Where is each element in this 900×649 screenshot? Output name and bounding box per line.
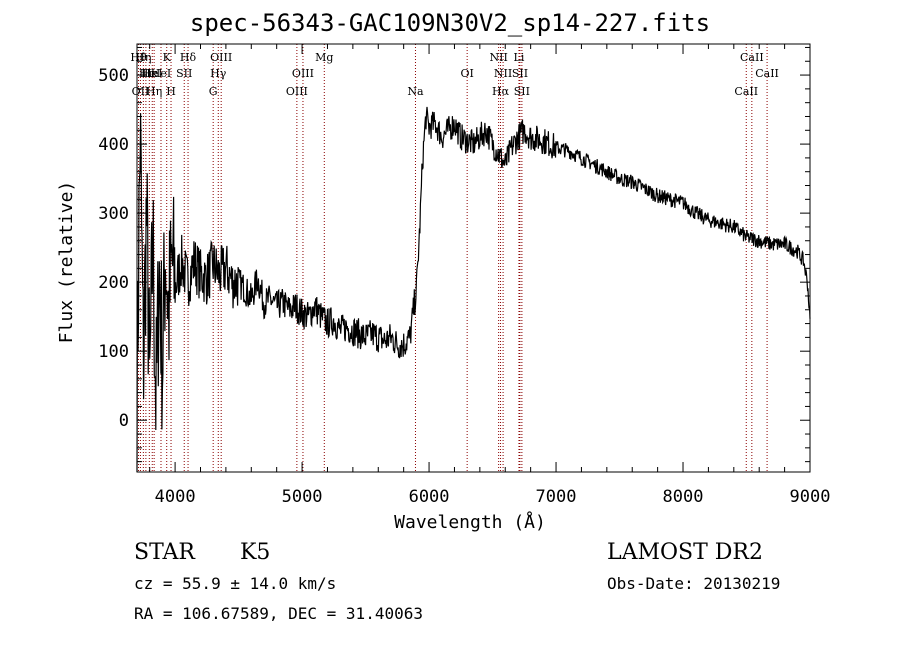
line-marker-label: OIII <box>286 85 308 98</box>
line-marker-label: HeI <box>142 67 162 80</box>
survey-label: LAMOST DR2 <box>607 540 763 565</box>
line-marker-label: Hκ <box>141 67 158 80</box>
x-axis-label: Wavelength (Å) <box>394 511 546 533</box>
object-subclass: K5 <box>240 540 271 565</box>
redshift-text: cz = 55.9 ± 14.0 km/s <box>134 574 337 593</box>
line-marker-label: CaII <box>755 67 779 80</box>
x-tick-label: 6000 <box>409 487 450 507</box>
spectrum-line <box>136 106 811 473</box>
line-marker-label: Na <box>407 85 424 98</box>
chart-title: spec-56343-GAC109N30V2_sp14-227.fits <box>189 9 711 37</box>
line-marker-label: CaII <box>740 51 764 64</box>
line-marker-label: Hη <box>135 51 151 64</box>
line-marker-label: SII <box>176 67 192 80</box>
line-marker-label: Mg <box>315 51 333 64</box>
y-axis-label: Flux (relative) <box>56 181 77 344</box>
y-tick-label: 500 <box>98 66 129 86</box>
line-marker-labels: HθOIIHηHιHκHeIHηHeIKHSIIHδGHγOIIIOIIIOII… <box>130 51 779 98</box>
line-marker-label: G <box>209 85 218 98</box>
x-tick-label: 9000 <box>790 487 831 507</box>
line-marker-label: SII <box>512 67 528 80</box>
x-tick-label: 4000 <box>155 487 196 507</box>
line-marker-label: Hγ <box>210 67 227 80</box>
line-marker-label: CaII <box>734 85 758 98</box>
x-tick-label: 5000 <box>282 487 323 507</box>
line-marker-label: OIII <box>210 51 232 64</box>
y-tick-label: 300 <box>98 204 129 224</box>
plot-frame <box>136 43 811 473</box>
line-marker-label: H <box>166 85 176 98</box>
x-axis-ticks: 4000 5000 6000 7000 8000 9000 <box>149 44 831 507</box>
y-tick-label: 200 <box>98 273 129 293</box>
line-marker-label: OII <box>132 85 150 98</box>
object-class: STAR <box>134 540 195 565</box>
line-marker-label: Hθ <box>130 51 147 64</box>
y-axis-ticks: 0 100 200 300 400 500 <box>98 46 810 463</box>
y-tick-label: 400 <box>98 135 129 155</box>
coordinates-text: RA = 106.67589, DEC = 31.40063 <box>134 604 423 623</box>
line-marker-label: HeI <box>151 67 171 80</box>
obs-date-text: Obs-Date: 20130219 <box>607 574 781 593</box>
line-marker-label: Hα <box>492 85 510 98</box>
x-tick-label: 8000 <box>663 487 704 507</box>
line-marker-label: SII <box>514 85 530 98</box>
line-marker-label: NII <box>489 51 507 64</box>
line-marker-label: K <box>163 51 172 64</box>
line-markers <box>138 44 768 472</box>
x-tick-label: 7000 <box>536 487 577 507</box>
line-marker-label: Li <box>514 51 525 64</box>
y-tick-label: 100 <box>98 342 129 362</box>
y-tick-label: 0 <box>119 411 129 431</box>
line-marker-label: Hη <box>146 85 162 98</box>
line-marker-label: NII <box>494 67 512 80</box>
line-marker-label: Hδ <box>180 51 197 64</box>
line-marker-label: OI <box>460 67 473 80</box>
line-marker-label: Hι <box>139 67 153 80</box>
line-marker-label: OIII <box>292 67 314 80</box>
